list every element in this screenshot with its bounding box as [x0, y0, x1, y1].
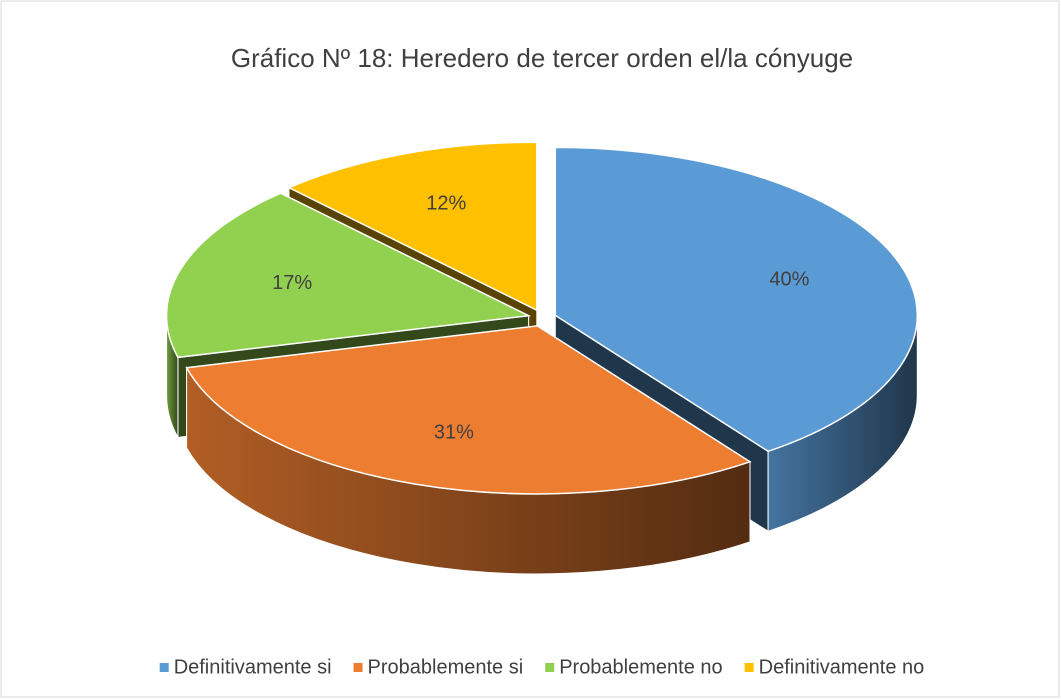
data-label: 12% — [426, 192, 466, 214]
data-label: 40% — [769, 268, 809, 290]
legend-swatch — [159, 663, 169, 672]
legend-label: Definitivamente si — [174, 656, 332, 678]
data-label: 17% — [272, 272, 312, 294]
legend-swatch — [545, 663, 555, 672]
data-label: 31% — [434, 422, 474, 444]
slice — [185, 325, 752, 495]
legend-label: Probablemente si — [368, 656, 524, 678]
legend-label: Definitivamente no — [759, 656, 925, 678]
legend-label: Probablemente no — [559, 656, 722, 678]
legend-swatch — [353, 663, 363, 672]
slice — [165, 192, 532, 359]
legend-swatch — [744, 663, 754, 672]
slice — [287, 141, 538, 312]
slice — [554, 146, 919, 453]
chart-title: Gráfico Nº 18: Heredero de tercer orden … — [231, 43, 853, 73]
